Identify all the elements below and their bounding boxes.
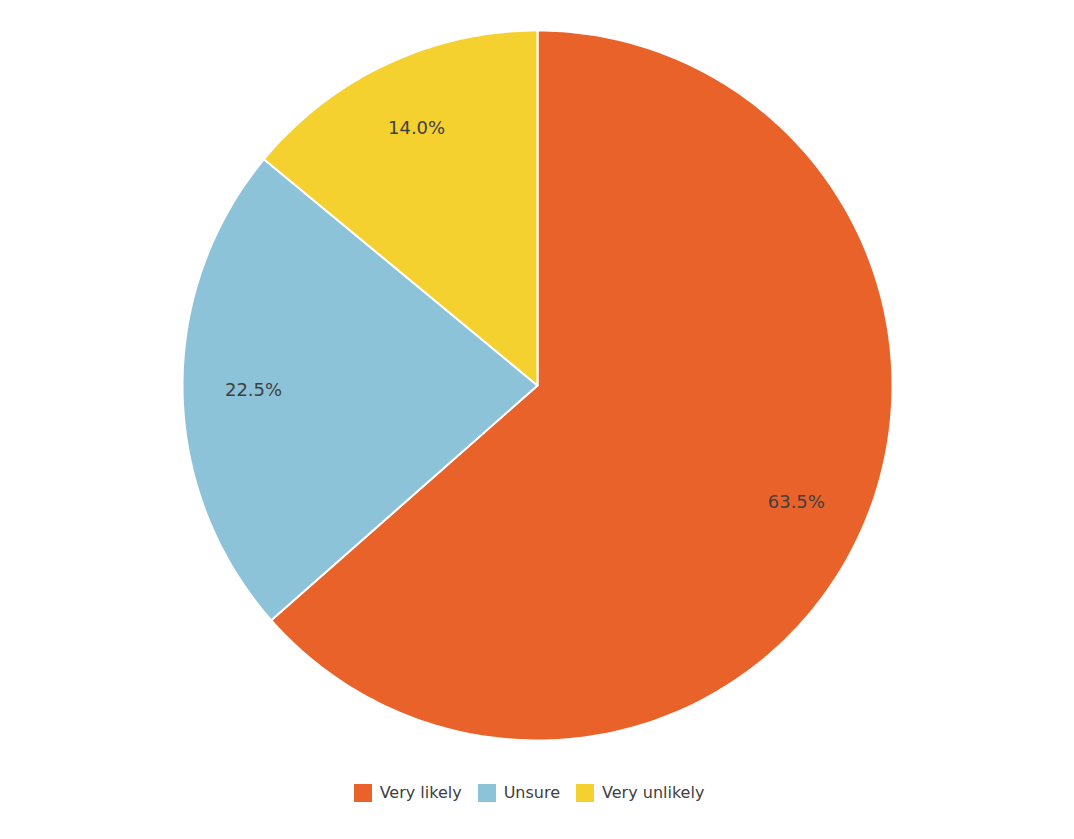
svg-text:22.5%: 22.5% — [225, 379, 282, 400]
svg-text:14.0%: 14.0% — [388, 117, 445, 138]
svg-text:63.5%: 63.5% — [768, 491, 825, 512]
html-text:Unsure: Unsure — [503, 783, 561, 802]
html-text:Very unlikely: Very unlikely — [602, 783, 705, 802]
html-text:Very likely: Very likely — [379, 783, 462, 802]
